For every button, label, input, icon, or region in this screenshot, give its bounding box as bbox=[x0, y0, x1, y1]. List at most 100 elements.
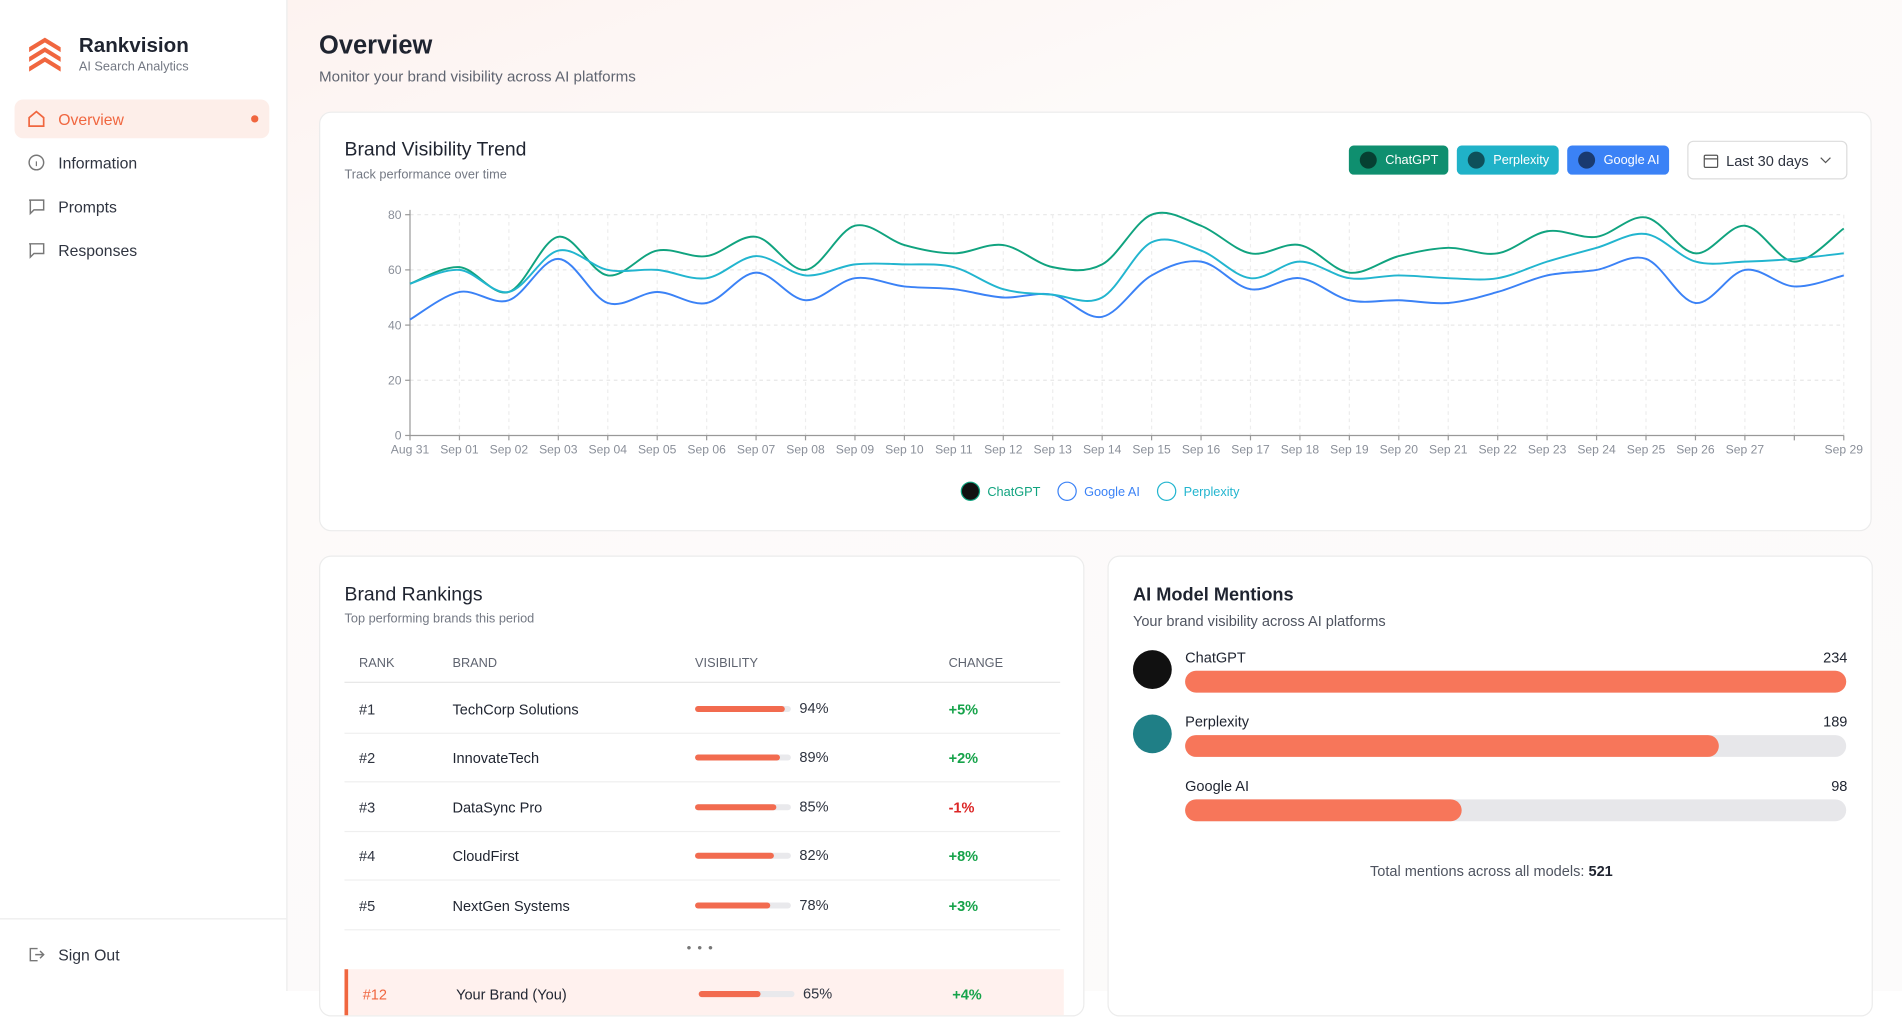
page-title: Overview bbox=[319, 31, 433, 60]
x-tick-label: Sep 13 bbox=[1034, 443, 1073, 457]
brand-name: Rankvision bbox=[78, 33, 189, 58]
sign-out-label: Sign Out bbox=[58, 946, 120, 965]
table-row: #4 CloudFirst 82% +8% bbox=[344, 831, 1061, 881]
legend-label: Google AI bbox=[1084, 484, 1140, 499]
nav-item[interactable]: Information bbox=[15, 143, 270, 182]
column-header: VISIBILITY bbox=[695, 656, 759, 671]
x-tick-label: Sep 22 bbox=[1478, 443, 1517, 457]
filter-button[interactable]: Perplexity bbox=[1456, 145, 1559, 175]
visibility-label: 82% bbox=[799, 846, 829, 864]
y-tick-label: 60 bbox=[388, 263, 402, 277]
x-tick-label: Sep 23 bbox=[1528, 443, 1567, 457]
prompts-icon bbox=[29, 199, 45, 216]
brand: DataSync Pro bbox=[452, 799, 543, 817]
change: +3% bbox=[948, 897, 979, 915]
visibility-bar bbox=[695, 803, 777, 811]
model-name: Perplexity bbox=[1185, 713, 1250, 731]
x-tick-label: Sep 20 bbox=[1380, 443, 1419, 457]
nav-item[interactable]: Prompts bbox=[15, 187, 270, 226]
x-tick-label: Aug 31 bbox=[391, 443, 430, 457]
x-tick-label: Sep 19 bbox=[1330, 443, 1369, 457]
y-tick-label: 0 bbox=[395, 429, 402, 443]
sign-out[interactable]: Sign Out bbox=[15, 935, 270, 974]
date-range-select[interactable]: Last 30 days bbox=[1687, 140, 1848, 180]
page-subtitle: Monitor your brand visibility across AI … bbox=[319, 67, 636, 85]
brand: NextGen Systems bbox=[452, 897, 570, 915]
column-header: BRAND bbox=[452, 656, 498, 671]
series-line bbox=[409, 232, 1844, 302]
visibility-label: 94% bbox=[799, 699, 829, 717]
visibility-label: 65% bbox=[803, 984, 833, 1002]
sidebar: Rankvision AI Search Analytics Overview … bbox=[0, 0, 288, 992]
x-tick-label: Sep 17 bbox=[1231, 443, 1270, 457]
table-row: #1 TechCorp Solutions 94% +5% bbox=[344, 684, 1061, 734]
visibility-label: 89% bbox=[799, 748, 829, 766]
mention-bar bbox=[1185, 735, 1720, 757]
rank: #12 bbox=[362, 986, 387, 1004]
responses-icon bbox=[29, 243, 45, 259]
legend-label: ChatGPT bbox=[987, 484, 1040, 499]
column-header: RANK bbox=[359, 656, 395, 671]
x-tick-label: Sep 26 bbox=[1676, 443, 1715, 457]
x-tick-label: Sep 14 bbox=[1083, 443, 1122, 457]
home-icon bbox=[28, 110, 45, 128]
chart-subtitle: Track performance over time bbox=[344, 167, 507, 182]
filter-button[interactable]: ChatGPT bbox=[1348, 145, 1449, 175]
x-tick-label: Sep 29 bbox=[1825, 443, 1864, 457]
change: +4% bbox=[952, 986, 982, 1004]
x-tick-label: Sep 24 bbox=[1577, 443, 1616, 457]
filter-label: ChatGPT bbox=[1385, 152, 1439, 168]
mention-bar bbox=[1185, 799, 1462, 822]
calendar-icon bbox=[1703, 154, 1719, 169]
table-row: #2 InnovateTech 89% +2% bbox=[344, 733, 1061, 783]
nav-label: Responses bbox=[58, 241, 138, 260]
x-tick-label: Sep 27 bbox=[1726, 443, 1765, 457]
logo bbox=[29, 37, 61, 72]
filter-label: Google AI bbox=[1603, 152, 1660, 168]
column-header: CHANGE bbox=[948, 656, 1004, 671]
visibility-bar bbox=[698, 991, 761, 998]
visibility-bar bbox=[695, 754, 781, 762]
x-tick-label: Sep 25 bbox=[1627, 443, 1666, 457]
visibility-label: 85% bbox=[799, 797, 829, 815]
table-row: #3 DataSync Pro 85% -1% bbox=[344, 782, 1061, 832]
model-value: 98 bbox=[1831, 777, 1848, 795]
series-line bbox=[409, 211, 1845, 294]
y-tick-label: 80 bbox=[388, 208, 402, 222]
x-tick-label: Sep 12 bbox=[984, 443, 1023, 457]
x-tick-label: Sep 11 bbox=[935, 443, 973, 457]
model-value: 234 bbox=[1823, 648, 1848, 666]
x-tick-label: Sep 07 bbox=[737, 443, 776, 457]
nav-item[interactable]: Overview bbox=[14, 99, 270, 139]
table-row: #5 NextGen Systems 78% +3% bbox=[344, 880, 1061, 930]
x-tick-label: Sep 03 bbox=[539, 443, 578, 457]
table-row: #12 Your Brand (You) 65% +4% bbox=[344, 969, 1064, 1016]
date-range-label: Last 30 days bbox=[1726, 152, 1809, 170]
y-tick-label: 20 bbox=[388, 374, 402, 388]
filter-button[interactable]: Google AI bbox=[1567, 145, 1670, 175]
platform-icon bbox=[1578, 151, 1596, 169]
nav-label: Information bbox=[58, 154, 138, 173]
x-tick-label: Sep 05 bbox=[638, 443, 677, 457]
total-label: Total mentions across all models: bbox=[1370, 862, 1585, 880]
x-tick-label: Sep 06 bbox=[687, 443, 726, 457]
model-icon bbox=[1132, 778, 1172, 818]
rankings-card: Brand Rankings Top performing brands thi… bbox=[319, 555, 1085, 1017]
nav-item[interactable]: Responses bbox=[15, 230, 270, 269]
rank: #1 bbox=[359, 701, 376, 719]
x-tick-label: Sep 10 bbox=[885, 443, 924, 457]
change: -1% bbox=[948, 799, 975, 817]
brand: InnovateTech bbox=[452, 750, 540, 768]
x-tick-label: Sep 08 bbox=[786, 443, 825, 457]
chart: 0 20 40 60 80 Aug 31 Sep 01 Sep 02 Sep 03 Sep 04 S… bbox=[388, 208, 1864, 501]
chart-title: Brand Visibility Trend bbox=[344, 139, 527, 161]
nav-label: Overview bbox=[58, 110, 124, 129]
platform-icon bbox=[1467, 151, 1485, 169]
brand: CloudFirst bbox=[452, 848, 519, 866]
mentions-subtitle: Your brand visibility across AI platform… bbox=[1132, 612, 1386, 630]
info-icon bbox=[28, 154, 45, 171]
legend-icon bbox=[1057, 481, 1077, 501]
total-mentions: Total mentions across all models: 521 bbox=[1109, 862, 1874, 879]
x-tick-label: Sep 15 bbox=[1132, 443, 1171, 457]
